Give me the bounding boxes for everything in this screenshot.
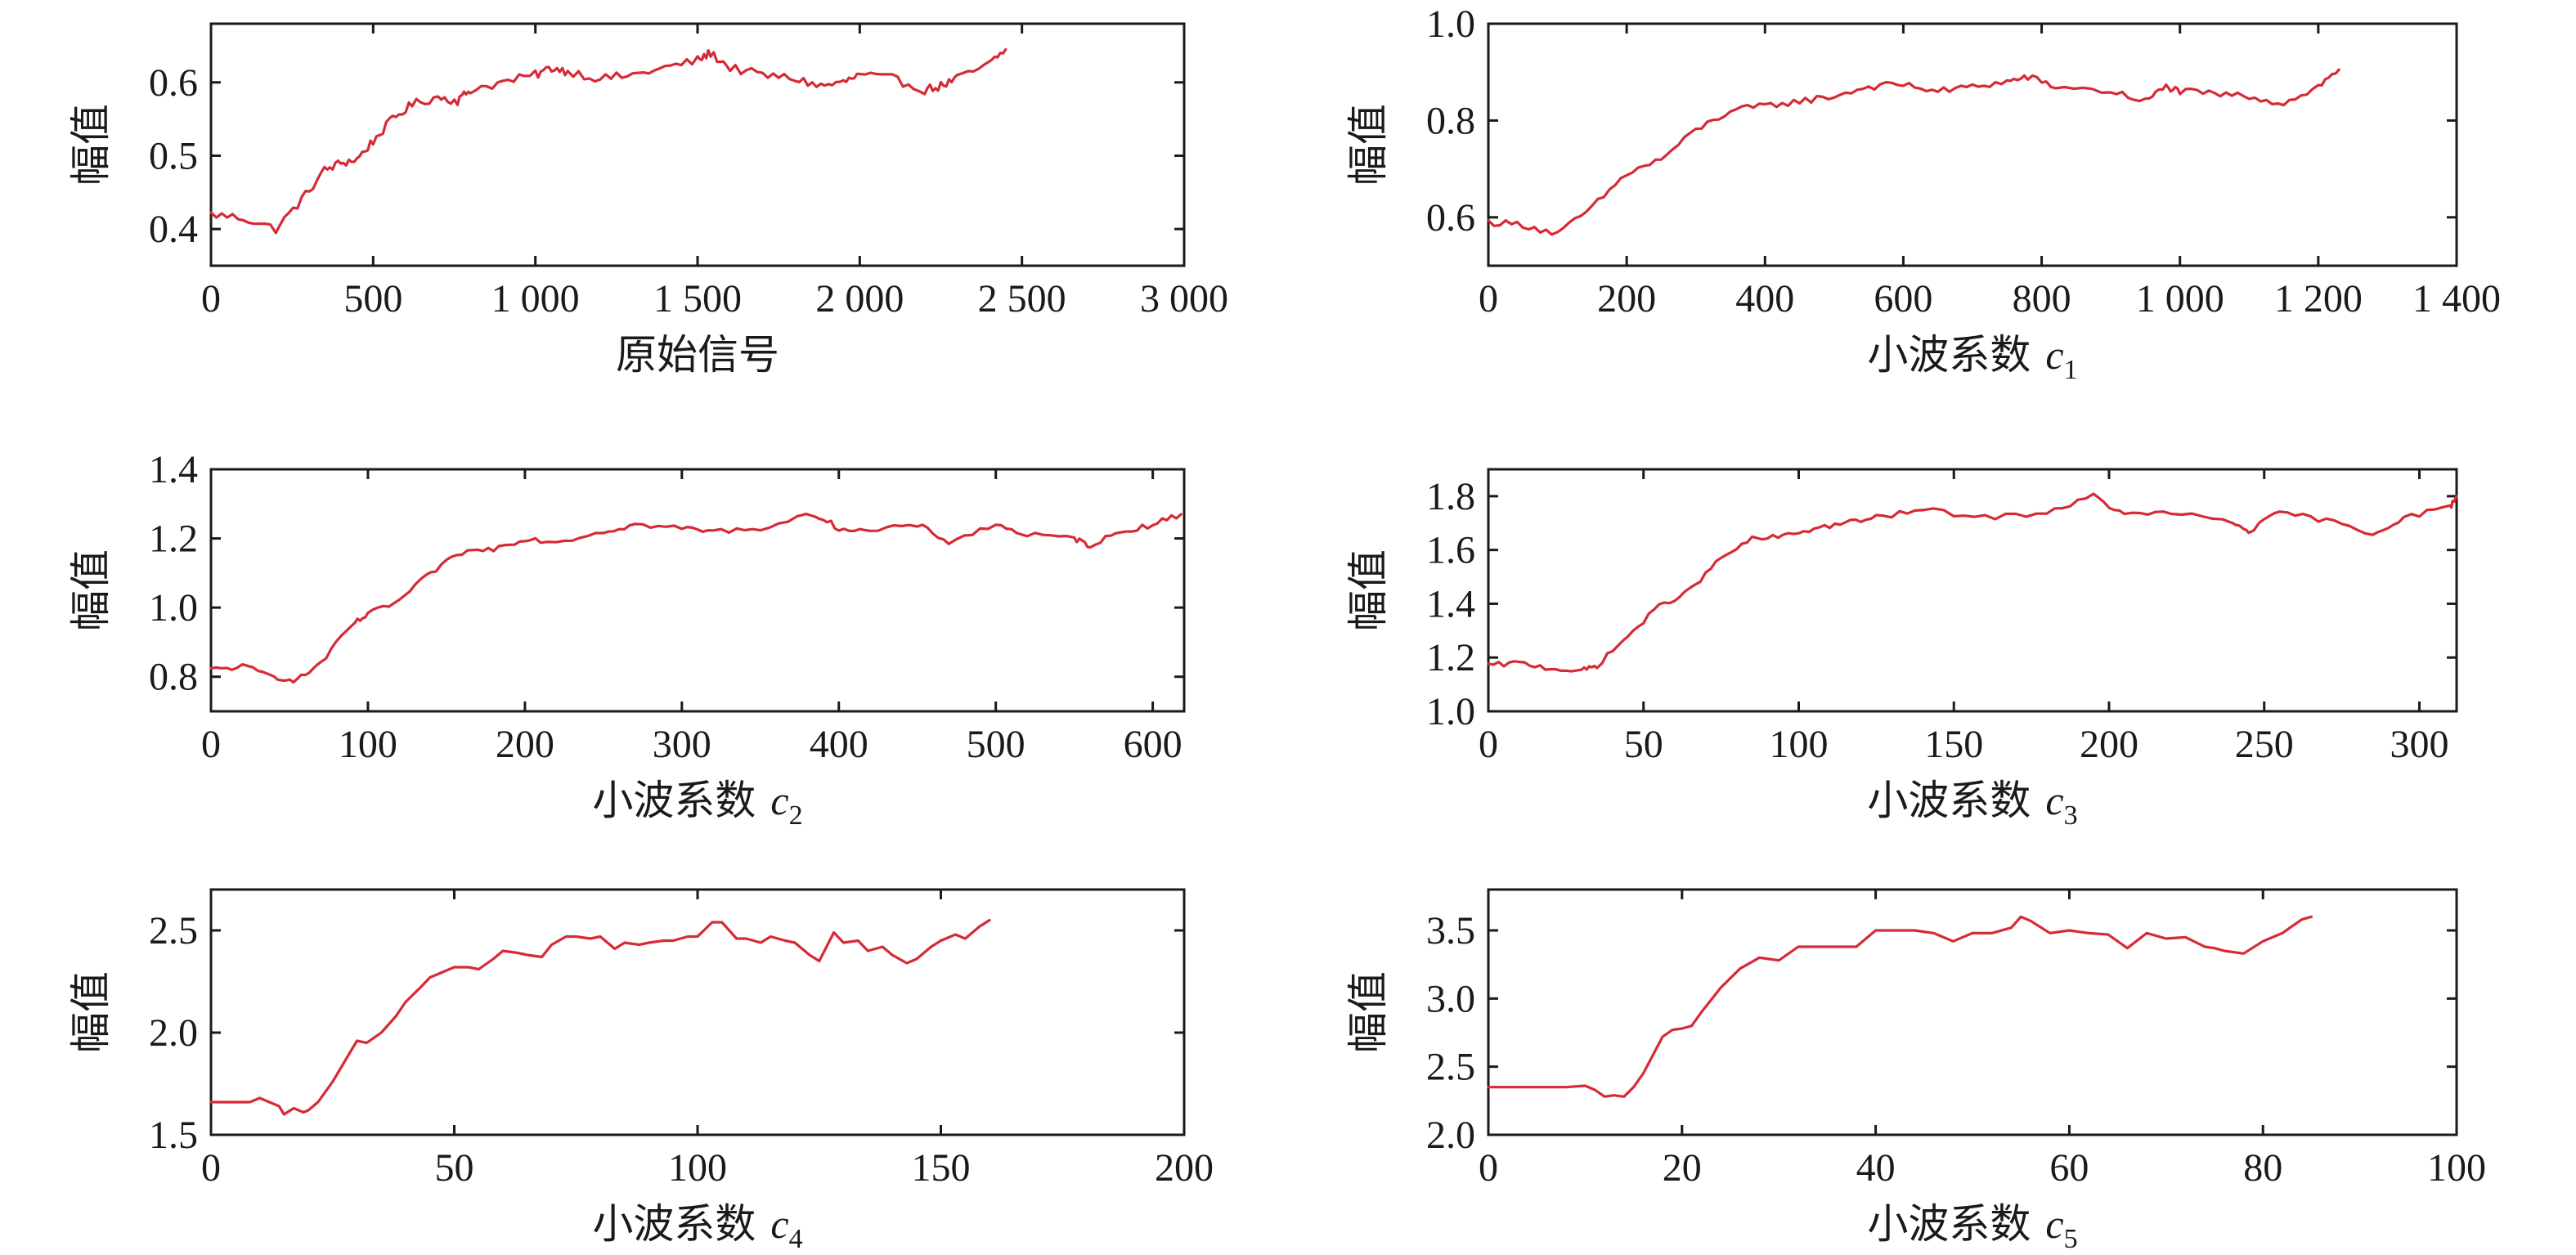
y-tick-label: 1.4 [1426,582,1475,625]
x-tick-label: 50 [435,1146,474,1190]
x-tick-label: 40 [1856,1146,1896,1190]
series-line [1487,915,2313,1098]
x-axis-label: 小波系数 c4 [592,1201,802,1254]
y-tick-label: 0.5 [149,134,198,177]
x-tick-label: 0 [201,723,221,766]
x-tick-label: 0 [201,1146,221,1190]
x-tick-label: 1 000 [2136,277,2224,320]
y-tick-label: 1.0 [1426,690,1475,733]
x-tick-label: 200 [1597,277,1656,320]
x-tick-label: 800 [2013,277,2071,320]
plot-frame [209,468,1186,713]
x-tick-label: 100 [1769,723,1828,766]
x-axis-label: 小波系数 c5 [1867,1201,2077,1254]
y-tick-label: 1.8 [1426,475,1475,518]
y-tick-label: 0.4 [149,208,198,251]
series-line [209,513,1183,684]
y-tick-label: 1.2 [1426,636,1475,679]
x-tick-label: 400 [1735,277,1794,320]
series-line [1487,68,2340,236]
x-tick-label: 500 [967,723,1025,766]
x-tick-label: 3 000 [1140,277,1228,320]
x-tick-label: 300 [2390,723,2448,766]
y-tick-label: 1.6 [1426,529,1475,572]
x-tick-label: 100 [2427,1146,2486,1190]
x-tick-label: 150 [912,1146,971,1190]
x-tick-label: 100 [339,723,397,766]
x-tick-label: 50 [1624,723,1663,766]
y-tick-label: 1.0 [1426,2,1475,46]
y-axis-label: 幅值 [1345,549,1391,631]
x-axis-label: 小波系数 c1 [1867,332,2077,385]
x-tick-label: 0 [1479,277,1498,320]
y-axis-label: 幅值 [1345,971,1391,1053]
x-tick-label: 2 500 [978,277,1066,320]
plot-frame [209,22,1186,267]
y-tick-label: 1.2 [149,518,198,561]
x-tick-label: 500 [343,277,402,320]
y-tick-label: 0.6 [149,61,198,105]
plot-frame [1487,468,2458,713]
x-tick-label: 80 [2243,1146,2282,1190]
x-tick-label: 150 [1924,723,1983,766]
x-axis-label: 原始信号 [616,332,779,378]
x-tick-label: 400 [810,723,868,766]
y-axis-label: 幅值 [68,549,114,631]
x-axis-label: 小波系数 c2 [592,778,802,831]
y-tick-label: 2.0 [149,1011,198,1055]
y-tick-label: 0.6 [1426,196,1475,240]
y-tick-label: 1.4 [149,448,198,491]
y-axis-label: 幅值 [68,104,114,186]
x-tick-label: 600 [1874,277,1932,320]
y-tick-label: 2.0 [1426,1114,1475,1157]
x-tick-label: 250 [2235,723,2294,766]
x-tick-label: 0 [1479,1146,1498,1190]
plot-frame [209,888,1186,1136]
y-axis-label: 幅值 [1345,104,1391,186]
x-tick-label: 0 [201,277,221,320]
x-tick-label: 100 [668,1146,727,1190]
y-tick-label: 3.5 [1426,909,1475,952]
plot-frame [1487,888,2458,1136]
y-axis-label: 幅值 [68,971,114,1053]
y-tick-label: 3.0 [1426,977,1475,1020]
x-tick-label: 200 [1155,1146,1214,1190]
x-tick-label: 600 [1124,723,1183,766]
x-tick-label: 2 000 [815,277,904,320]
x-tick-label: 1 400 [2412,277,2501,320]
y-tick-label: 0.8 [149,656,198,699]
plot-frame [1487,22,2458,267]
series-line [209,918,991,1116]
x-tick-label: 0 [1479,723,1498,766]
x-axis-label: 小波系数 c3 [1867,778,2077,831]
x-tick-label: 200 [2080,723,2138,766]
x-tick-label: 1 200 [2274,277,2363,320]
x-tick-label: 60 [2049,1146,2089,1190]
x-tick-label: 20 [1663,1146,1702,1190]
series-line [1487,492,2458,673]
chart-panel-1: 0 500 1 000 1 500 2 000 2 500 3 000 0.4 0.5 0.6 幅值… [68,22,1228,378]
x-tick-label: 300 [653,723,711,766]
y-tick-label: 2.5 [149,909,198,952]
chart-panel-2: 0 200 400 600 800 1 000 1 200 1 400 0.6 0.8 1.0 幅值小… [1345,2,2501,385]
y-tick-label: 1.0 [149,586,198,630]
y-tick-label: 2.5 [1426,1046,1475,1089]
x-tick-label: 200 [496,723,554,766]
x-tick-label: 1 000 [491,277,580,320]
x-tick-label: 1 500 [653,277,742,320]
y-tick-label: 0.8 [1426,99,1475,142]
series-line [209,47,1008,235]
y-tick-label: 1.5 [149,1114,198,1157]
